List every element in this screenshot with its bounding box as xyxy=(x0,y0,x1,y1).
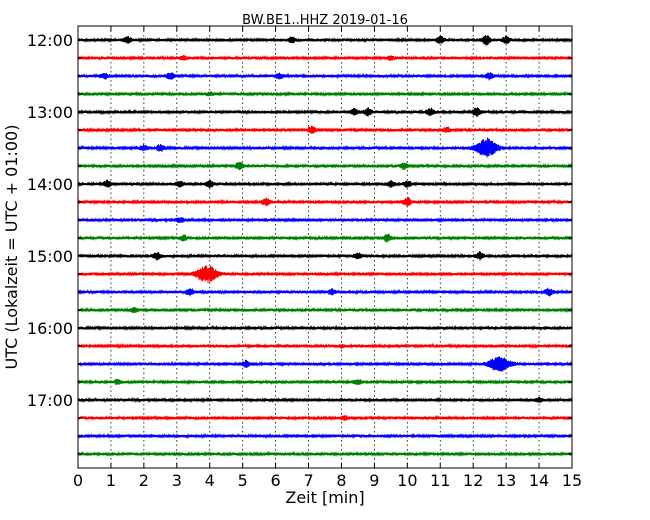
x-tick-label: 12 xyxy=(463,471,483,490)
y-tick-label: 17:00 xyxy=(27,391,73,410)
ticks: 0 1 2 3 4 5 6 7 8 9 10 11 12 13 14 1512:0013:0014:0015:… xyxy=(27,26,582,490)
x-tick-label: 7 xyxy=(303,471,313,490)
chart-title: BW.BE1..HHZ 2019-01-16 xyxy=(242,13,408,28)
trace-line-1730 xyxy=(77,432,573,440)
trace-line-1545 xyxy=(77,306,573,314)
x-tick-label: 14 xyxy=(529,471,549,490)
x-tick-label: 10 xyxy=(397,471,417,490)
x-tick-label: 15 xyxy=(562,471,582,490)
y-tick-label: 12:00 xyxy=(27,31,73,50)
y-axis-label: UTC (Lokalzeit = UTC + 01:00) xyxy=(2,125,21,370)
x-tick-label: 9 xyxy=(369,471,379,490)
x-tick-label: 0 xyxy=(73,471,83,490)
plot-frame xyxy=(77,25,573,469)
trace-line-1515 xyxy=(77,265,573,283)
x-tick-label: 6 xyxy=(271,471,281,490)
trace-line-1715 xyxy=(77,414,573,422)
trace-line-1500 xyxy=(77,251,573,261)
x-axis-label: Zeit [min] xyxy=(285,488,364,507)
y-tick-label: 14:00 xyxy=(27,175,73,194)
x-tick-label: 3 xyxy=(172,471,182,490)
trace-line-1430 xyxy=(77,216,573,224)
trace-line-1745 xyxy=(77,450,573,458)
trace-line-1530 xyxy=(77,287,573,297)
trace-line-1330 xyxy=(77,137,573,158)
x-tick-label: 13 xyxy=(496,471,516,490)
trace-line-1445 xyxy=(77,233,573,243)
trace-line-1630 xyxy=(77,356,573,372)
trace-line-1645 xyxy=(77,378,573,386)
trace-line-1300 xyxy=(77,107,573,118)
x-tick-label: 11 xyxy=(430,471,450,490)
y-tick-label: 13:00 xyxy=(27,103,73,122)
y-tick-label: 15:00 xyxy=(27,247,73,266)
x-tick-label: 8 xyxy=(336,471,346,490)
trace-line-1230 xyxy=(77,72,573,81)
trace-line-1315 xyxy=(77,125,573,134)
trace-line-1215 xyxy=(77,54,573,62)
trace-line-1400 xyxy=(77,179,573,188)
trace-line-1600 xyxy=(77,324,573,332)
trace-line-1700 xyxy=(77,396,573,404)
x-tick-label: 1 xyxy=(106,471,116,490)
trace-line-1615 xyxy=(77,342,573,350)
x-tick-label: 5 xyxy=(238,471,248,490)
grid xyxy=(110,26,540,468)
trace-line-1200 xyxy=(77,35,573,46)
trace-line-1345 xyxy=(77,162,573,171)
y-tick-label: 16:00 xyxy=(27,319,73,338)
trace-line-1415 xyxy=(77,197,573,208)
trace-line-1245 xyxy=(77,90,573,98)
x-tick-label: 2 xyxy=(139,471,149,490)
traces xyxy=(77,35,573,458)
x-tick-label: 4 xyxy=(205,471,215,490)
